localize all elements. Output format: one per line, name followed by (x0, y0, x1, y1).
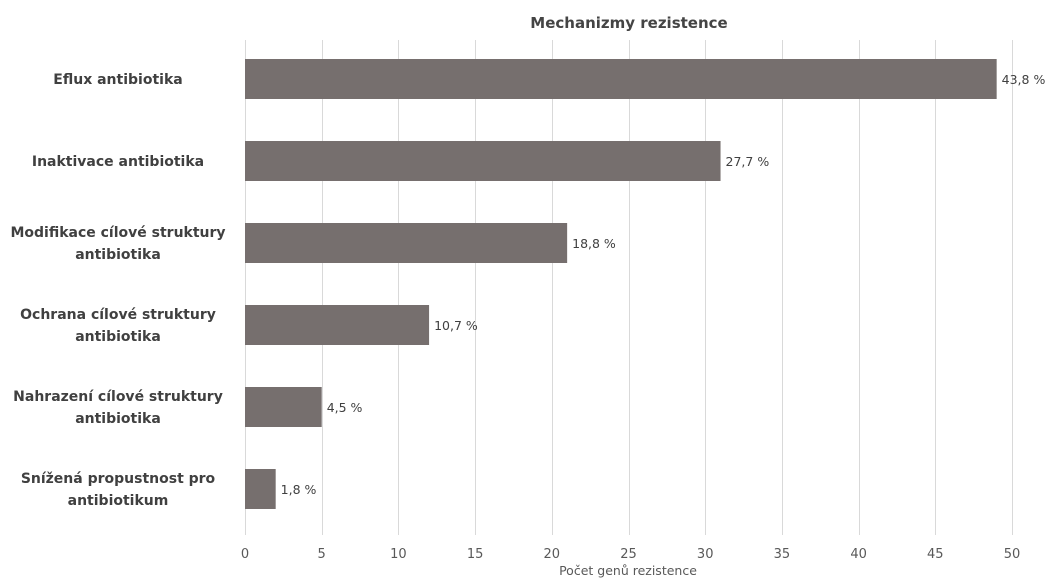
labels: 0 5 10 15 20 25 30 35 40 45 50 43,8 % Eflux antibiot… (10, 72, 1045, 562)
x-tick-label-30: 30 (697, 547, 714, 562)
data-label-2: 18,8 % (572, 236, 616, 251)
x-tick-label-0: 0 (241, 547, 249, 562)
bar-0 (245, 59, 997, 99)
x-tick-label-10: 10 (390, 547, 407, 562)
x-tick-label-5: 5 (318, 547, 326, 562)
x-tick-label-40: 40 (850, 547, 867, 562)
x-tick-label-35: 35 (774, 547, 791, 562)
category-label-2: Modifikace cílové struktury antibiotika (10, 225, 225, 263)
bar-4 (245, 387, 322, 427)
data-label-4: 4,5 % (327, 400, 363, 415)
category-label-4: Nahrazení cílové struktury antibiotika (13, 389, 223, 427)
x-tick-label-45: 45 (927, 547, 944, 562)
category-label-5: Snížená propustnost pro antibiotikum (21, 471, 216, 509)
x-tick-label-50: 50 (1004, 547, 1021, 562)
x-tick-label-20: 20 (544, 547, 561, 562)
bar-1 (245, 141, 721, 181)
bars (245, 59, 997, 509)
data-label-3: 10,7 % (434, 318, 478, 333)
data-label-0: 43,8 % (1002, 72, 1046, 87)
bar-3 (245, 305, 430, 345)
bar-2 (245, 223, 568, 263)
bar-5 (245, 469, 276, 509)
x-axis-title: Počet genů rezistence (559, 563, 697, 578)
x-tick-label-25: 25 (620, 547, 637, 562)
data-label-1: 27,7 % (726, 154, 770, 169)
x-tick-label-15: 15 (467, 547, 484, 562)
chart-title: Mechanizmy rezistence (530, 14, 727, 32)
category-label-1: Inaktivace antibiotika (32, 154, 204, 170)
data-label-5: 1,8 % (281, 482, 317, 497)
gridlines (245, 40, 1013, 535)
category-label-3: Ochrana cílové struktury antibiotika (20, 307, 216, 345)
category-label-0: Eflux antibiotika (53, 72, 182, 88)
